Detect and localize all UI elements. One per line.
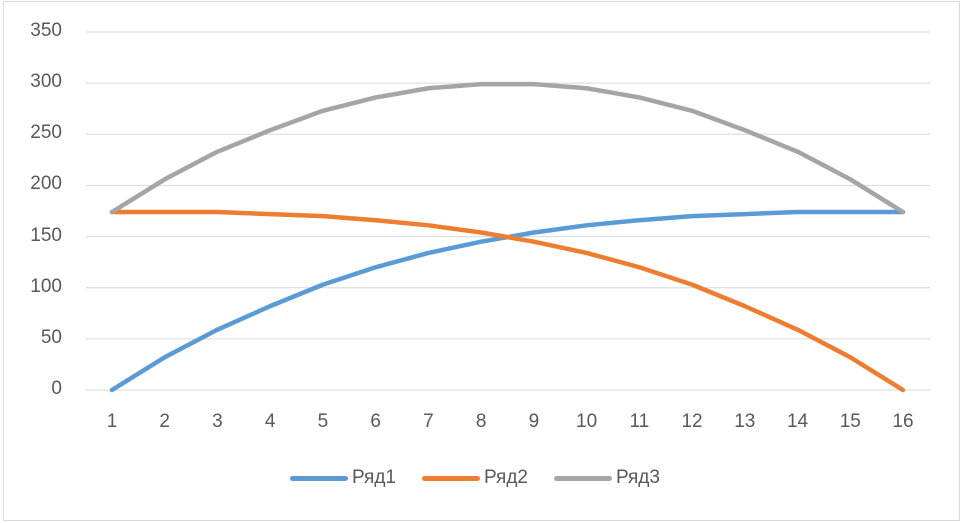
legend-label: Ряд3: [615, 467, 660, 488]
x-tick-label: 2: [159, 411, 170, 432]
legend[interactable]: Ряд1 Ряд2 Ряд3: [290, 467, 660, 489]
x-tick-label: 10: [576, 411, 598, 432]
x-tick-label: 1: [106, 411, 118, 432]
legend-item-series2[interactable]: Ряд2: [421, 467, 528, 489]
y-tick-label: 50: [40, 326, 62, 348]
x-tick-label: 14: [786, 411, 809, 432]
x-tick-label: 5: [317, 411, 329, 432]
chart-area[interactable]: [3, 1, 960, 521]
x-tick-label: 6: [370, 411, 381, 432]
series2-line-icon: [421, 475, 480, 481]
legend-label: Ряд1: [352, 467, 396, 488]
x-tick-label: 7: [423, 411, 434, 432]
series-line-2[interactable]: [109, 209, 906, 393]
y-tick-label: 200: [30, 173, 62, 195]
y-tick-label: 100: [30, 275, 62, 297]
y-tick-label: 150: [30, 224, 62, 246]
series3-line-icon: [553, 475, 612, 481]
x-tick-label: 13: [734, 411, 756, 432]
x-tick-label: 11: [629, 411, 650, 432]
x-tick-label: 9: [528, 411, 540, 432]
x-tick-label: 15: [839, 411, 861, 432]
y-tick-label: 350: [30, 20, 62, 41]
x-tick-label: 3: [212, 411, 223, 432]
legend-label: Ряд2: [483, 467, 528, 488]
y-tick-label: 250: [30, 122, 62, 144]
y-tick-label: 0: [51, 378, 62, 399]
y-tick-label: 300: [30, 71, 62, 93]
series1-line-icon: [290, 475, 348, 481]
x-tick-label: 12: [681, 411, 703, 432]
x-tick-label: 16: [892, 411, 914, 432]
x-tick-label: 8: [475, 411, 487, 432]
legend-item-series3[interactable]: Ряд3: [553, 467, 660, 489]
legend-item-series1[interactable]: Ряд1: [290, 467, 396, 489]
series-line-3[interactable]: [109, 81, 906, 215]
x-tick-label: 4: [264, 411, 276, 432]
